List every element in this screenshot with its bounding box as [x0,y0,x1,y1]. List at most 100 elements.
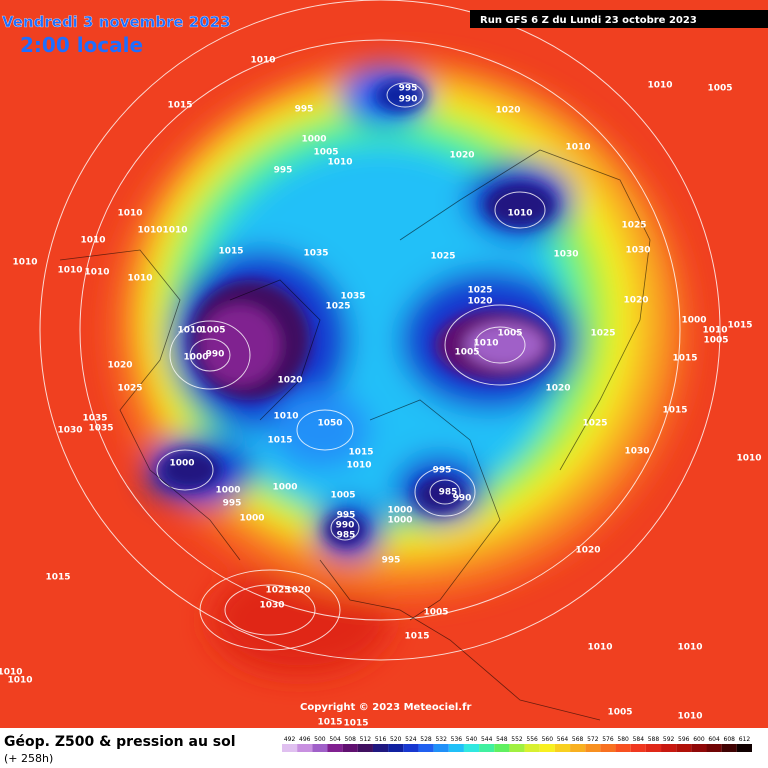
colorbar-cell [297,744,313,752]
isobar-label: 1000 [169,459,194,469]
isobar-label: 1010 [565,143,590,153]
isobar-label: 1030 [624,447,649,457]
isobar-label: 985 [439,488,458,498]
isobar-label: 1010 [507,209,532,219]
isobar-label: 995 [433,466,452,476]
colorbar-label: 568 [572,736,584,743]
isobar-label: 1030 [625,246,650,256]
colorbar-label: 572 [587,736,599,743]
isobar-label: 1020 [107,361,132,371]
isobar-label: 1010 [327,158,352,168]
colorbar-cell [721,744,737,752]
isobar-label: 1015 [218,247,243,257]
colorbar-cell [554,744,571,752]
colorbar-cell [570,744,586,752]
isobar-label: 1010 [346,461,371,471]
isobar-label: 985 [337,531,356,541]
isobar-label: 1015 [317,718,342,728]
colorbar-cell [691,744,707,752]
colorbar-label: 524 [405,736,417,743]
colorbar-cell [357,744,373,752]
isobar-label: 1035 [82,414,107,424]
colorbar-cell [630,744,646,752]
isobar-label: 1005 [497,329,522,339]
isobar-label: 995 [399,84,418,94]
colorbar-cell [372,744,389,752]
isobar-label: 1005 [330,491,355,501]
colorbar-label: 520 [390,736,402,743]
isobar-label: 1015 [267,436,292,446]
isobar-label: 1005 [313,148,338,158]
colorbar-label: 588 [648,736,660,743]
isobar-label: 1025 [621,221,646,231]
isobar-label: 1010 [57,266,82,276]
colorbar-label: 508 [344,736,356,743]
colorbar-label: 556 [526,736,538,743]
colorbar-label: 496 [299,736,311,743]
colorbar-label: 560 [542,736,554,743]
colorbar-cell [645,744,662,752]
isobar-label: 1025 [117,384,142,394]
isobar-label: 1025 [430,252,455,262]
isobar-label: 1010 [702,326,727,336]
isobar-label: 1015 [348,448,373,458]
colorbar-label: 532 [435,736,447,743]
colorbar-label: 580 [617,736,629,743]
colorbar-label: 500 [314,736,326,743]
colorbar-cell [509,744,525,752]
isobar-label: 1020 [277,376,302,386]
forecast-date: Vendredi 3 novembre 2023 [2,13,231,31]
colorbar-cell [539,744,555,752]
isobar-label: 1010 [273,412,298,422]
isobar-label: 1005 [454,348,479,358]
colorbar-cell [615,744,631,752]
colorbar-label: 504 [329,736,341,743]
isobar-label: 1025 [582,419,607,429]
isobar-label: 1030 [57,426,82,436]
colorbar-cell [433,744,449,752]
isobar-label: 1010 [177,326,202,336]
isobar-label: 995 [382,556,401,566]
isobar-label: 1035 [340,292,365,302]
isobar-label: 990 [206,350,225,360]
isobar-label: 1015 [404,632,429,642]
isobar-label: 1010 [162,226,187,236]
colorbar-label: 612 [739,736,751,743]
colorbar-label: 592 [663,736,675,743]
colorbar-label: 536 [451,736,463,743]
isobar-label: 1010 [647,81,672,91]
colorbar-label: 548 [496,736,508,743]
isobar-label: 1025 [325,302,350,312]
colorbar-label: 576 [602,736,614,743]
colorbar-cell [403,744,419,752]
isobar-label: 995 [274,166,293,176]
isobar-label: 1015 [45,573,70,583]
colorbar-label: 604 [708,736,720,743]
run-banner [470,10,768,28]
isobar-label: 1010 [587,643,612,653]
isobar-label: 1010 [137,226,162,236]
isobar-label: 1010 [677,643,702,653]
low-cores [160,80,555,546]
colorbar-label: 528 [420,736,432,743]
colorbar-cell [448,744,464,752]
isobar-label: 1025 [265,586,290,596]
isobar-label: 1015 [167,101,192,111]
isobar-label: 1020 [623,296,648,306]
isobars [39,0,721,661]
colorbar-cell [524,744,540,752]
isobar-label: 1050 [317,419,342,429]
colorbar-cell [479,744,495,752]
colorbar-cell [388,744,404,752]
isobar-label: 1010 [736,454,761,464]
isobar-label: 1030 [259,601,284,611]
colorbar-label: 600 [693,736,705,743]
colorbar-label: 596 [678,736,690,743]
isobar-label: 1010 [12,258,37,268]
isobar-label: 1005 [607,708,632,718]
isobar-label: 1025 [467,286,492,296]
isobar-label: 1015 [727,321,752,331]
colorbar-cell [327,744,343,752]
isobar-label: 1000 [387,506,412,516]
